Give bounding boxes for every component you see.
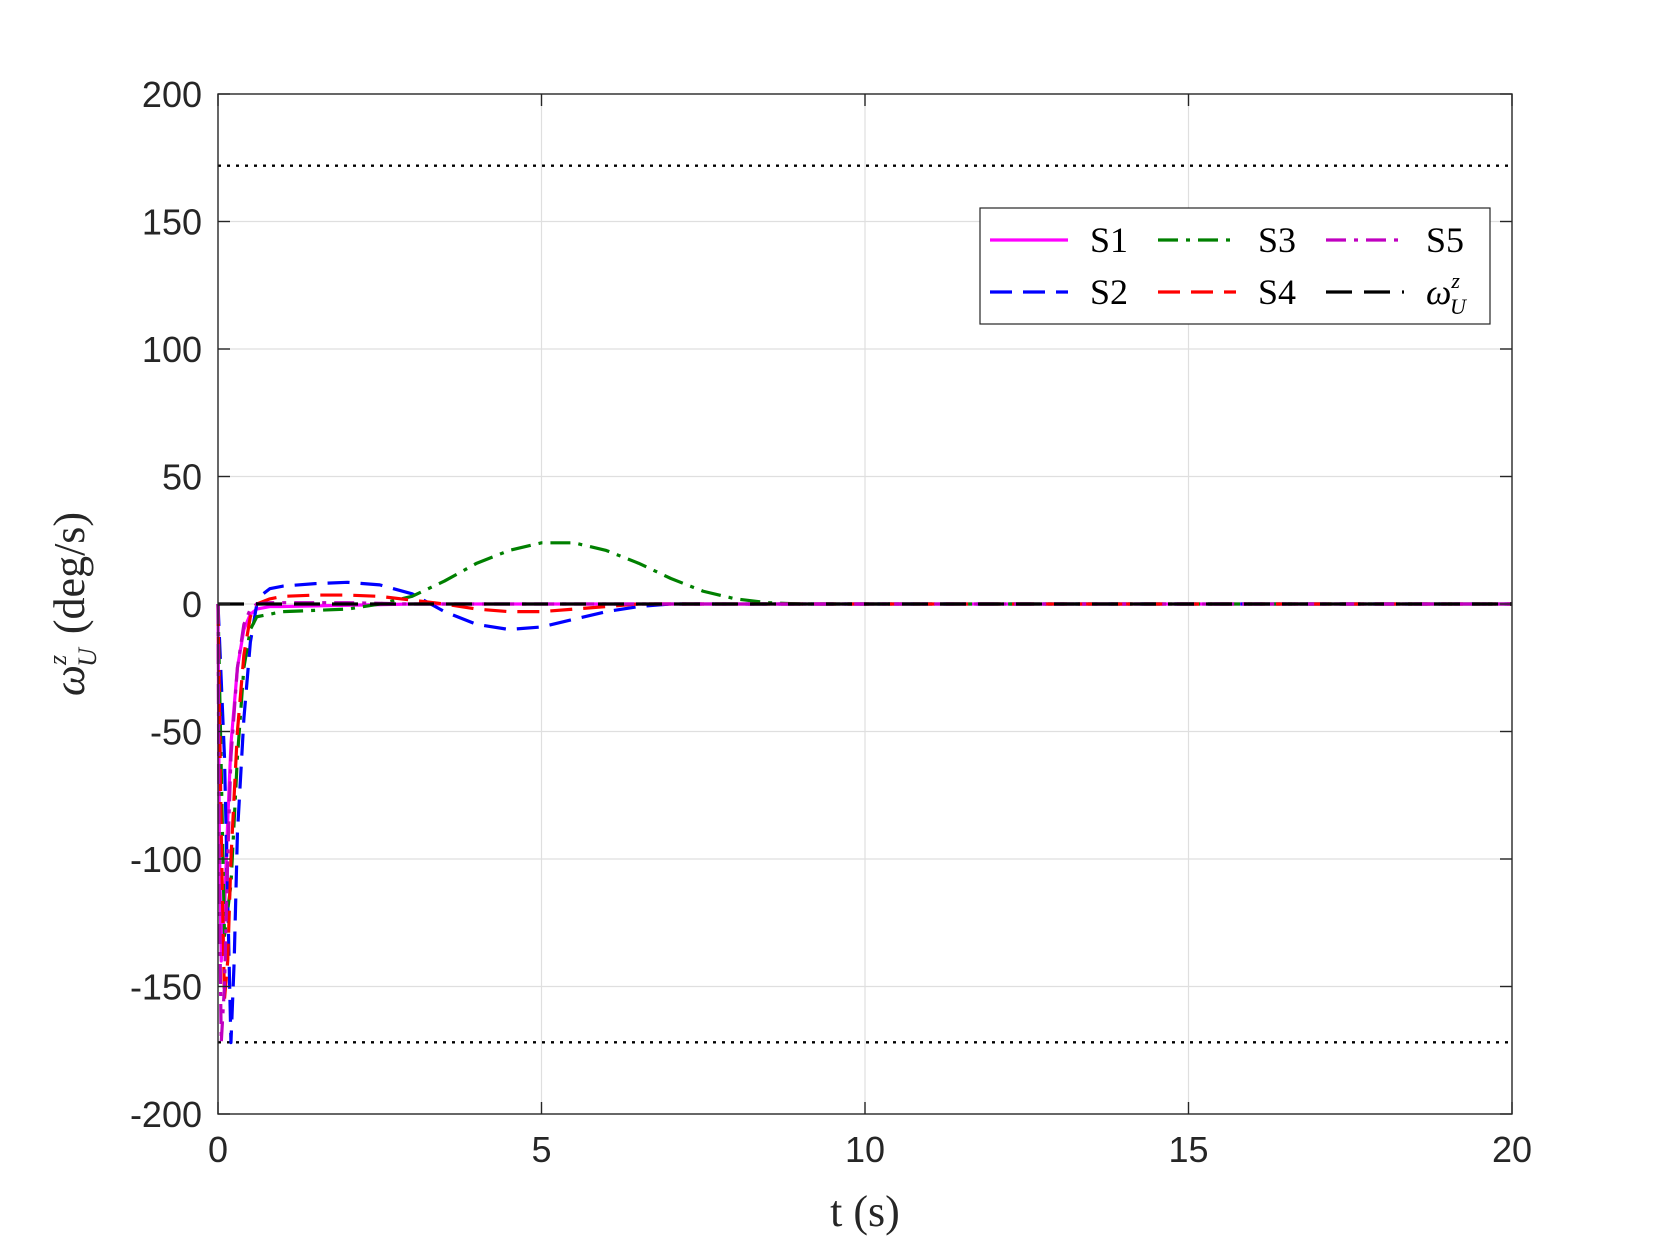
y-tick-label: 200 (142, 74, 202, 115)
x-tick-label: 0 (208, 1129, 228, 1170)
y-tick-label: 100 (142, 329, 202, 370)
legend-box (979, 207, 1491, 325)
x-tick-label: 5 (531, 1129, 551, 1170)
legend: S1 S2 S3 S4 S5 ωz U (979, 207, 1491, 325)
x-tick-label: 15 (1168, 1129, 1208, 1170)
y-axis-label-unit: (deg/s) (45, 512, 94, 634)
y-tick-label: 50 (162, 457, 202, 498)
y-tick-label: -100 (130, 839, 202, 880)
svg-text:ωzU(deg/s): ωzU (deg/s) (43, 512, 102, 696)
y-tick-label: 0 (182, 584, 202, 625)
y-axis-label: ωzU (deg/s) (43, 512, 102, 696)
y-tick-label: -50 (150, 712, 202, 753)
x-tick-label: 20 (1492, 1129, 1532, 1170)
legend-label: S5 (1426, 220, 1464, 260)
legend-label: S3 (1258, 220, 1296, 260)
legend-label: S4 (1258, 272, 1296, 312)
x-tick-label: 10 (845, 1129, 885, 1170)
ticks (217, 93, 1513, 1115)
tick-labels: 0 5 10 15 20 -200 -150 -100 -50 0 50 100 150 200 (130, 74, 1532, 1170)
y-tick-label: -200 (130, 1094, 202, 1135)
y-tick-label: -150 (130, 967, 202, 1008)
plot-area (216, 541, 1512, 1045)
x-axis-label: t (s) (830, 1187, 900, 1236)
legend-label: ωz U (1426, 268, 1468, 319)
legend-label: S2 (1090, 272, 1128, 312)
y-axis-label-sup: z (43, 655, 72, 666)
y-axis-label-symbol: ω (45, 665, 94, 696)
y-axis-label-sub: U (73, 646, 102, 667)
y-tick-label: 150 (142, 202, 202, 243)
legend-label: S1 (1090, 220, 1128, 260)
